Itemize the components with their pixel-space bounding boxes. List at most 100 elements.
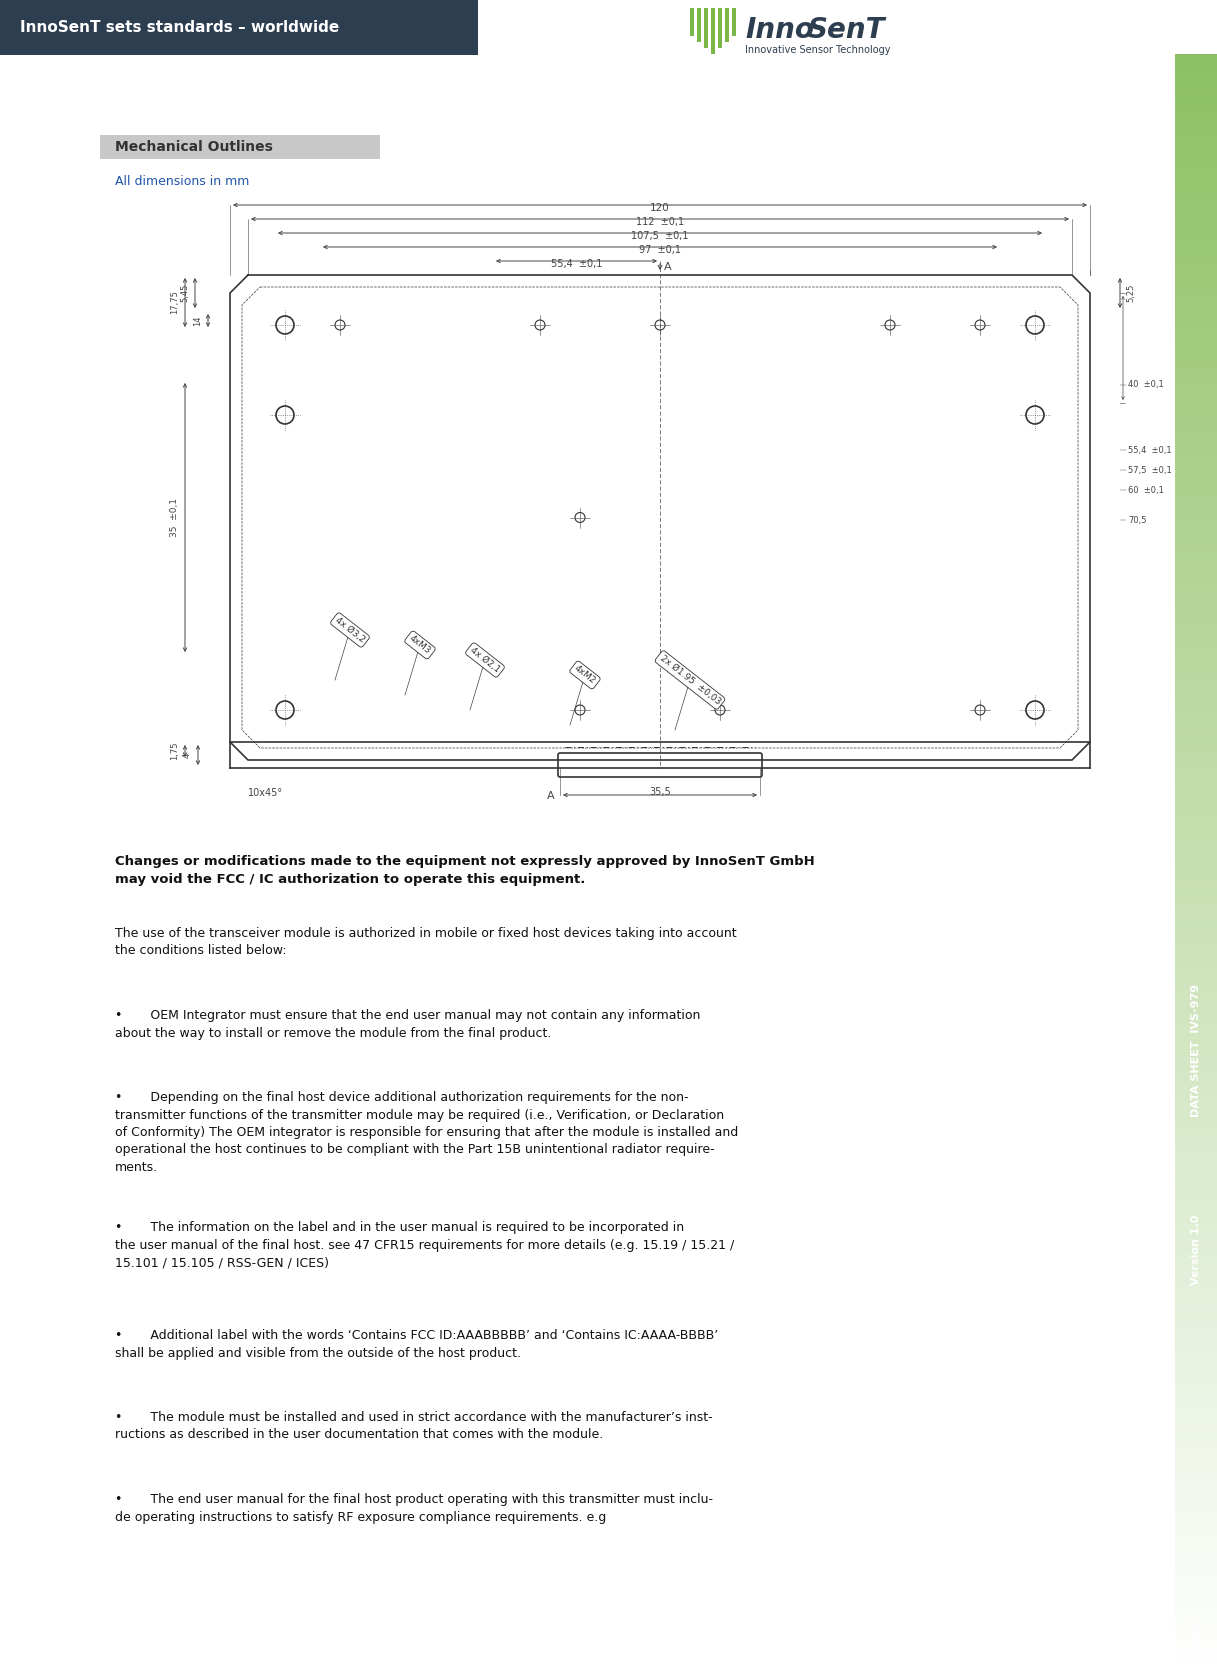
Bar <box>1174 1212 1217 1218</box>
Bar <box>1174 1509 1217 1515</box>
Bar <box>1174 827 1217 834</box>
Bar <box>1174 805 1217 812</box>
Bar <box>1174 59 1217 65</box>
FancyBboxPatch shape <box>559 753 762 777</box>
Bar <box>1174 54 1217 60</box>
Bar <box>1174 1233 1217 1240</box>
Bar <box>1174 411 1217 418</box>
Text: Changes or modifications made to the equipment not expressly approved by InnoSen: Changes or modifications made to the equ… <box>114 856 814 886</box>
Bar <box>1174 1586 1217 1591</box>
Bar <box>1174 715 1217 720</box>
Text: Mechanical Outlines: Mechanical Outlines <box>114 139 273 154</box>
Bar <box>1174 1557 1217 1564</box>
Bar <box>1174 114 1217 119</box>
Bar <box>1174 314 1217 320</box>
Bar <box>1174 616 1217 623</box>
Bar <box>1174 990 1217 997</box>
Bar <box>1174 1666 1217 1673</box>
Bar <box>1174 589 1217 596</box>
Text: 10x45°: 10x45° <box>248 789 284 799</box>
Bar <box>1174 70 1217 77</box>
Bar <box>1174 173 1217 180</box>
Bar <box>1174 930 1217 936</box>
Bar <box>1174 1126 1217 1131</box>
Bar <box>1174 1498 1217 1505</box>
Bar <box>1174 659 1217 666</box>
Bar <box>1174 958 1217 963</box>
Bar <box>1174 1071 1217 1077</box>
Bar <box>1174 1087 1217 1094</box>
Bar <box>1174 1649 1217 1656</box>
Bar <box>1174 1017 1217 1024</box>
Bar <box>1174 735 1217 742</box>
Bar <box>1174 87 1217 92</box>
Text: 4xM3: 4xM3 <box>408 634 432 656</box>
Bar <box>1174 861 1217 866</box>
Text: •       OEM Integrator must ensure that the end user manual may not contain any : • OEM Integrator must ensure that the en… <box>114 1008 700 1039</box>
Bar <box>1174 800 1217 807</box>
Bar <box>1174 1613 1217 1619</box>
Bar <box>1174 909 1217 915</box>
Bar <box>1174 389 1217 396</box>
Bar <box>1174 1363 1217 1369</box>
Text: •       The information on the label and in the user manual is required to be in: • The information on the label and in th… <box>114 1222 734 1269</box>
Bar <box>1174 1034 1217 1040</box>
Bar <box>1174 1428 1217 1435</box>
Text: DATA SHEET  IVS-979: DATA SHEET IVS-979 <box>1191 983 1201 1116</box>
Bar <box>1174 1472 1217 1478</box>
Bar <box>1174 579 1217 586</box>
Text: Inno: Inno <box>745 17 814 44</box>
Bar <box>1174 951 1217 958</box>
Bar <box>1174 341 1217 347</box>
Bar <box>1174 416 1217 423</box>
Bar <box>1174 477 1217 482</box>
Bar <box>1174 460 1217 466</box>
Bar <box>1174 1661 1217 1668</box>
Bar <box>1174 720 1217 727</box>
Bar <box>1174 1326 1217 1332</box>
Bar <box>1174 941 1217 948</box>
Bar <box>1174 156 1217 163</box>
Bar <box>1174 513 1217 520</box>
Bar <box>725 8 729 42</box>
Bar <box>1174 1525 1217 1532</box>
Bar <box>1174 470 1217 477</box>
Bar <box>1174 211 1217 216</box>
Bar <box>1174 190 1217 196</box>
Bar <box>1174 455 1217 461</box>
Bar <box>1174 352 1217 357</box>
Bar <box>1174 844 1217 851</box>
Bar <box>1174 671 1217 678</box>
Text: 4: 4 <box>183 752 192 758</box>
Bar <box>1174 888 1217 894</box>
Bar <box>1174 676 1217 683</box>
Text: Page 4: Page 4 <box>1191 1619 1201 1661</box>
Bar <box>1174 903 1217 909</box>
Bar <box>1174 362 1217 369</box>
Bar <box>1174 915 1217 921</box>
Bar <box>1174 611 1217 618</box>
Bar <box>1174 253 1217 260</box>
Bar <box>1174 871 1217 878</box>
Bar <box>1174 1282 1217 1289</box>
Bar <box>1174 1455 1217 1462</box>
Text: 4xM2: 4xM2 <box>573 664 598 686</box>
Bar <box>1174 287 1217 294</box>
Bar <box>1174 1358 1217 1364</box>
Bar <box>1174 465 1217 472</box>
Bar <box>1174 1542 1217 1549</box>
Bar <box>1174 1077 1217 1082</box>
Bar <box>1174 163 1217 168</box>
Bar <box>1174 1066 1217 1072</box>
Bar <box>1174 1639 1217 1646</box>
Bar <box>1174 1044 1217 1050</box>
Bar <box>1174 1401 1217 1408</box>
Bar <box>1174 644 1217 649</box>
Bar <box>1174 205 1217 211</box>
Bar <box>711 8 716 54</box>
Bar <box>1174 443 1217 450</box>
Bar <box>1174 557 1217 564</box>
Bar <box>1174 1411 1217 1418</box>
Bar <box>1174 1591 1217 1597</box>
Bar <box>1174 1104 1217 1109</box>
